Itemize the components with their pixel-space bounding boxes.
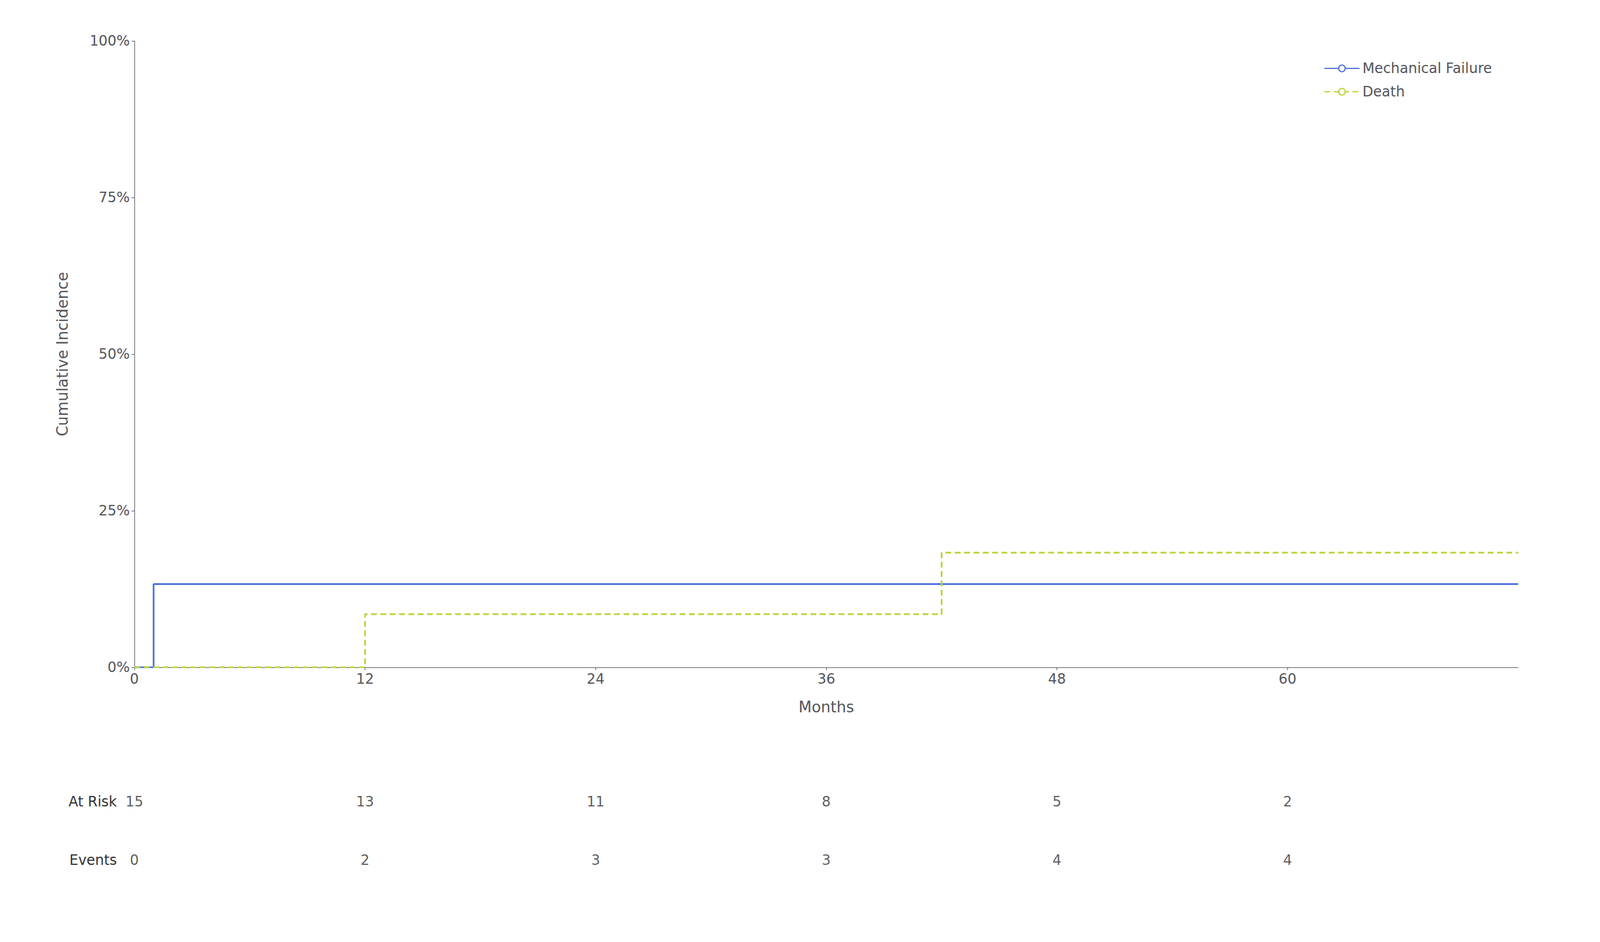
svg-text:2: 2 bbox=[1283, 793, 1293, 810]
svg-text:12: 12 bbox=[355, 670, 374, 688]
svg-text:Events: Events bbox=[69, 852, 117, 869]
svg-text:25%: 25% bbox=[98, 502, 130, 519]
svg-text:2: 2 bbox=[360, 852, 370, 869]
svg-text:48: 48 bbox=[1047, 670, 1066, 688]
svg-text:36: 36 bbox=[817, 670, 836, 688]
svg-text:60: 60 bbox=[1278, 670, 1297, 688]
svg-text:75%: 75% bbox=[98, 189, 130, 206]
svg-text:50%: 50% bbox=[98, 345, 130, 363]
svg-text:100%: 100% bbox=[89, 32, 130, 50]
svg-text:Death: Death bbox=[1362, 83, 1405, 100]
svg-text:0: 0 bbox=[129, 852, 139, 869]
svg-text:4: 4 bbox=[1052, 852, 1062, 869]
svg-text:15: 15 bbox=[125, 793, 144, 810]
svg-text:4: 4 bbox=[1283, 852, 1293, 869]
svg-text:Months: Months bbox=[798, 698, 854, 716]
svg-text:5: 5 bbox=[1052, 793, 1062, 810]
svg-text:24: 24 bbox=[586, 670, 605, 688]
svg-text:0%: 0% bbox=[107, 659, 130, 676]
svg-text:3: 3 bbox=[821, 852, 831, 869]
svg-text:0: 0 bbox=[129, 670, 139, 688]
svg-text:11: 11 bbox=[586, 793, 605, 810]
svg-text:8: 8 bbox=[821, 793, 831, 810]
svg-text:Cumulative Incidence: Cumulative Incidence bbox=[53, 271, 72, 437]
svg-text:At Risk: At Risk bbox=[68, 793, 117, 810]
svg-text:3: 3 bbox=[591, 852, 601, 869]
svg-text:13: 13 bbox=[355, 793, 374, 810]
svg-text:Mechanical Failure: Mechanical Failure bbox=[1362, 60, 1492, 77]
